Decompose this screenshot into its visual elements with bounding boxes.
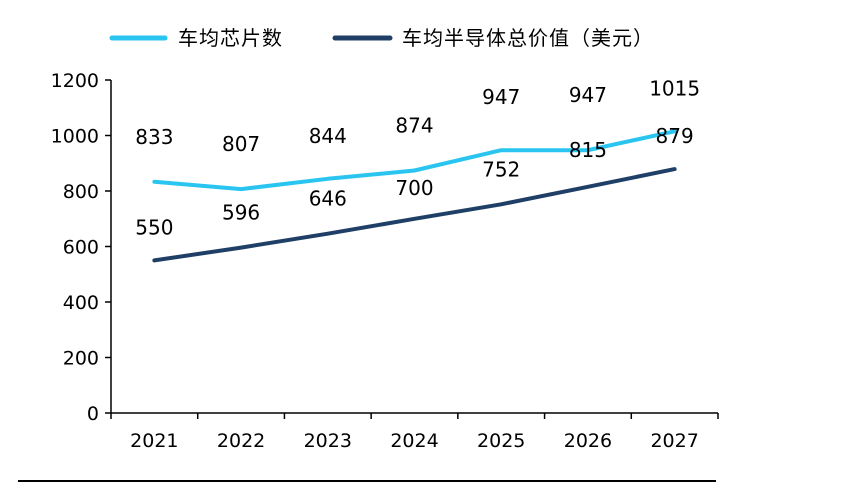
chart-legend: 车均芯片数 车均半导体总价值（美元） — [109, 26, 654, 50]
x-axis: 2021 2022 2023 2024 2025 2026 2027 — [110, 412, 719, 452]
data-label-series-1: 874 — [395, 113, 433, 137]
data-label-series-2: 550 — [135, 215, 173, 239]
series-lines — [152, 129, 677, 263]
x-tick-label: 2027 — [650, 430, 698, 452]
y-tick-label: 0 — [87, 403, 99, 425]
data-label-series-1: 807 — [222, 132, 260, 156]
data-label-series-1: 833 — [135, 125, 173, 149]
data-label-series-2: 815 — [569, 138, 607, 162]
data-label-series-2: 752 — [482, 157, 520, 181]
data-label-series-2: 646 — [309, 187, 347, 211]
series-line-1 — [152, 129, 677, 192]
legend-label-series-1: 车均芯片数 — [178, 26, 283, 50]
data-label-series-1: 947 — [482, 85, 520, 109]
series-line-2 — [152, 167, 677, 263]
y-tick-label: 1000 — [51, 126, 99, 148]
x-tick-label: 2023 — [304, 430, 352, 452]
x-tick-label: 2021 — [130, 430, 178, 452]
x-tick-label: 2022 — [217, 430, 265, 452]
x-tick-label: 2025 — [477, 430, 525, 452]
x-tick-label: 2026 — [564, 430, 612, 452]
x-tick-label: 2024 — [390, 430, 438, 452]
y-tick-label: 600 — [63, 237, 99, 259]
data-label-series-1: 947 — [569, 83, 607, 107]
y-tick-label: 1200 — [51, 70, 99, 92]
data-label-series-2: 700 — [395, 176, 433, 200]
data-label-series-1: 844 — [309, 124, 347, 148]
data-labels: 833 807 844 874 947 947 1015 550 596 646 700 752 815… — [135, 76, 700, 239]
data-label-series-1: 1015 — [649, 76, 700, 100]
y-tick-label: 200 — [63, 348, 99, 370]
legend-label-series-2: 车均半导体总价值（美元） — [402, 26, 654, 50]
y-tick-label: 400 — [63, 292, 99, 314]
y-axis: 0 200 400 600 800 1000 1200 — [51, 70, 112, 425]
data-label-series-2: 596 — [222, 201, 260, 225]
data-label-series-2: 879 — [656, 124, 694, 148]
y-tick-label: 800 — [63, 181, 99, 203]
